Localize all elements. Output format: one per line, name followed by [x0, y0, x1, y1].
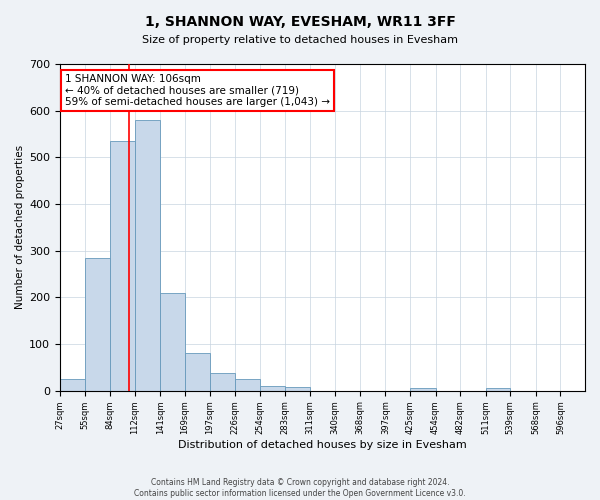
Bar — [110, 141, 135, 390]
X-axis label: Distribution of detached houses by size in Evesham: Distribution of detached houses by size … — [178, 440, 467, 450]
Bar — [185, 354, 209, 391]
Bar — [410, 388, 436, 390]
Bar — [135, 120, 160, 390]
Text: Contains HM Land Registry data © Crown copyright and database right 2024.
Contai: Contains HM Land Registry data © Crown c… — [134, 478, 466, 498]
Bar — [60, 379, 85, 390]
Bar — [160, 292, 185, 390]
Bar — [235, 379, 260, 390]
Y-axis label: Number of detached properties: Number of detached properties — [15, 146, 25, 310]
Bar — [85, 258, 110, 390]
Text: 1, SHANNON WAY, EVESHAM, WR11 3FF: 1, SHANNON WAY, EVESHAM, WR11 3FF — [145, 15, 455, 29]
Text: 1 SHANNON WAY: 106sqm
← 40% of detached houses are smaller (719)
59% of semi-det: 1 SHANNON WAY: 106sqm ← 40% of detached … — [65, 74, 330, 107]
Bar — [209, 374, 235, 390]
Bar — [285, 387, 310, 390]
Bar — [260, 386, 285, 390]
Bar — [485, 388, 510, 390]
Text: Size of property relative to detached houses in Evesham: Size of property relative to detached ho… — [142, 35, 458, 45]
